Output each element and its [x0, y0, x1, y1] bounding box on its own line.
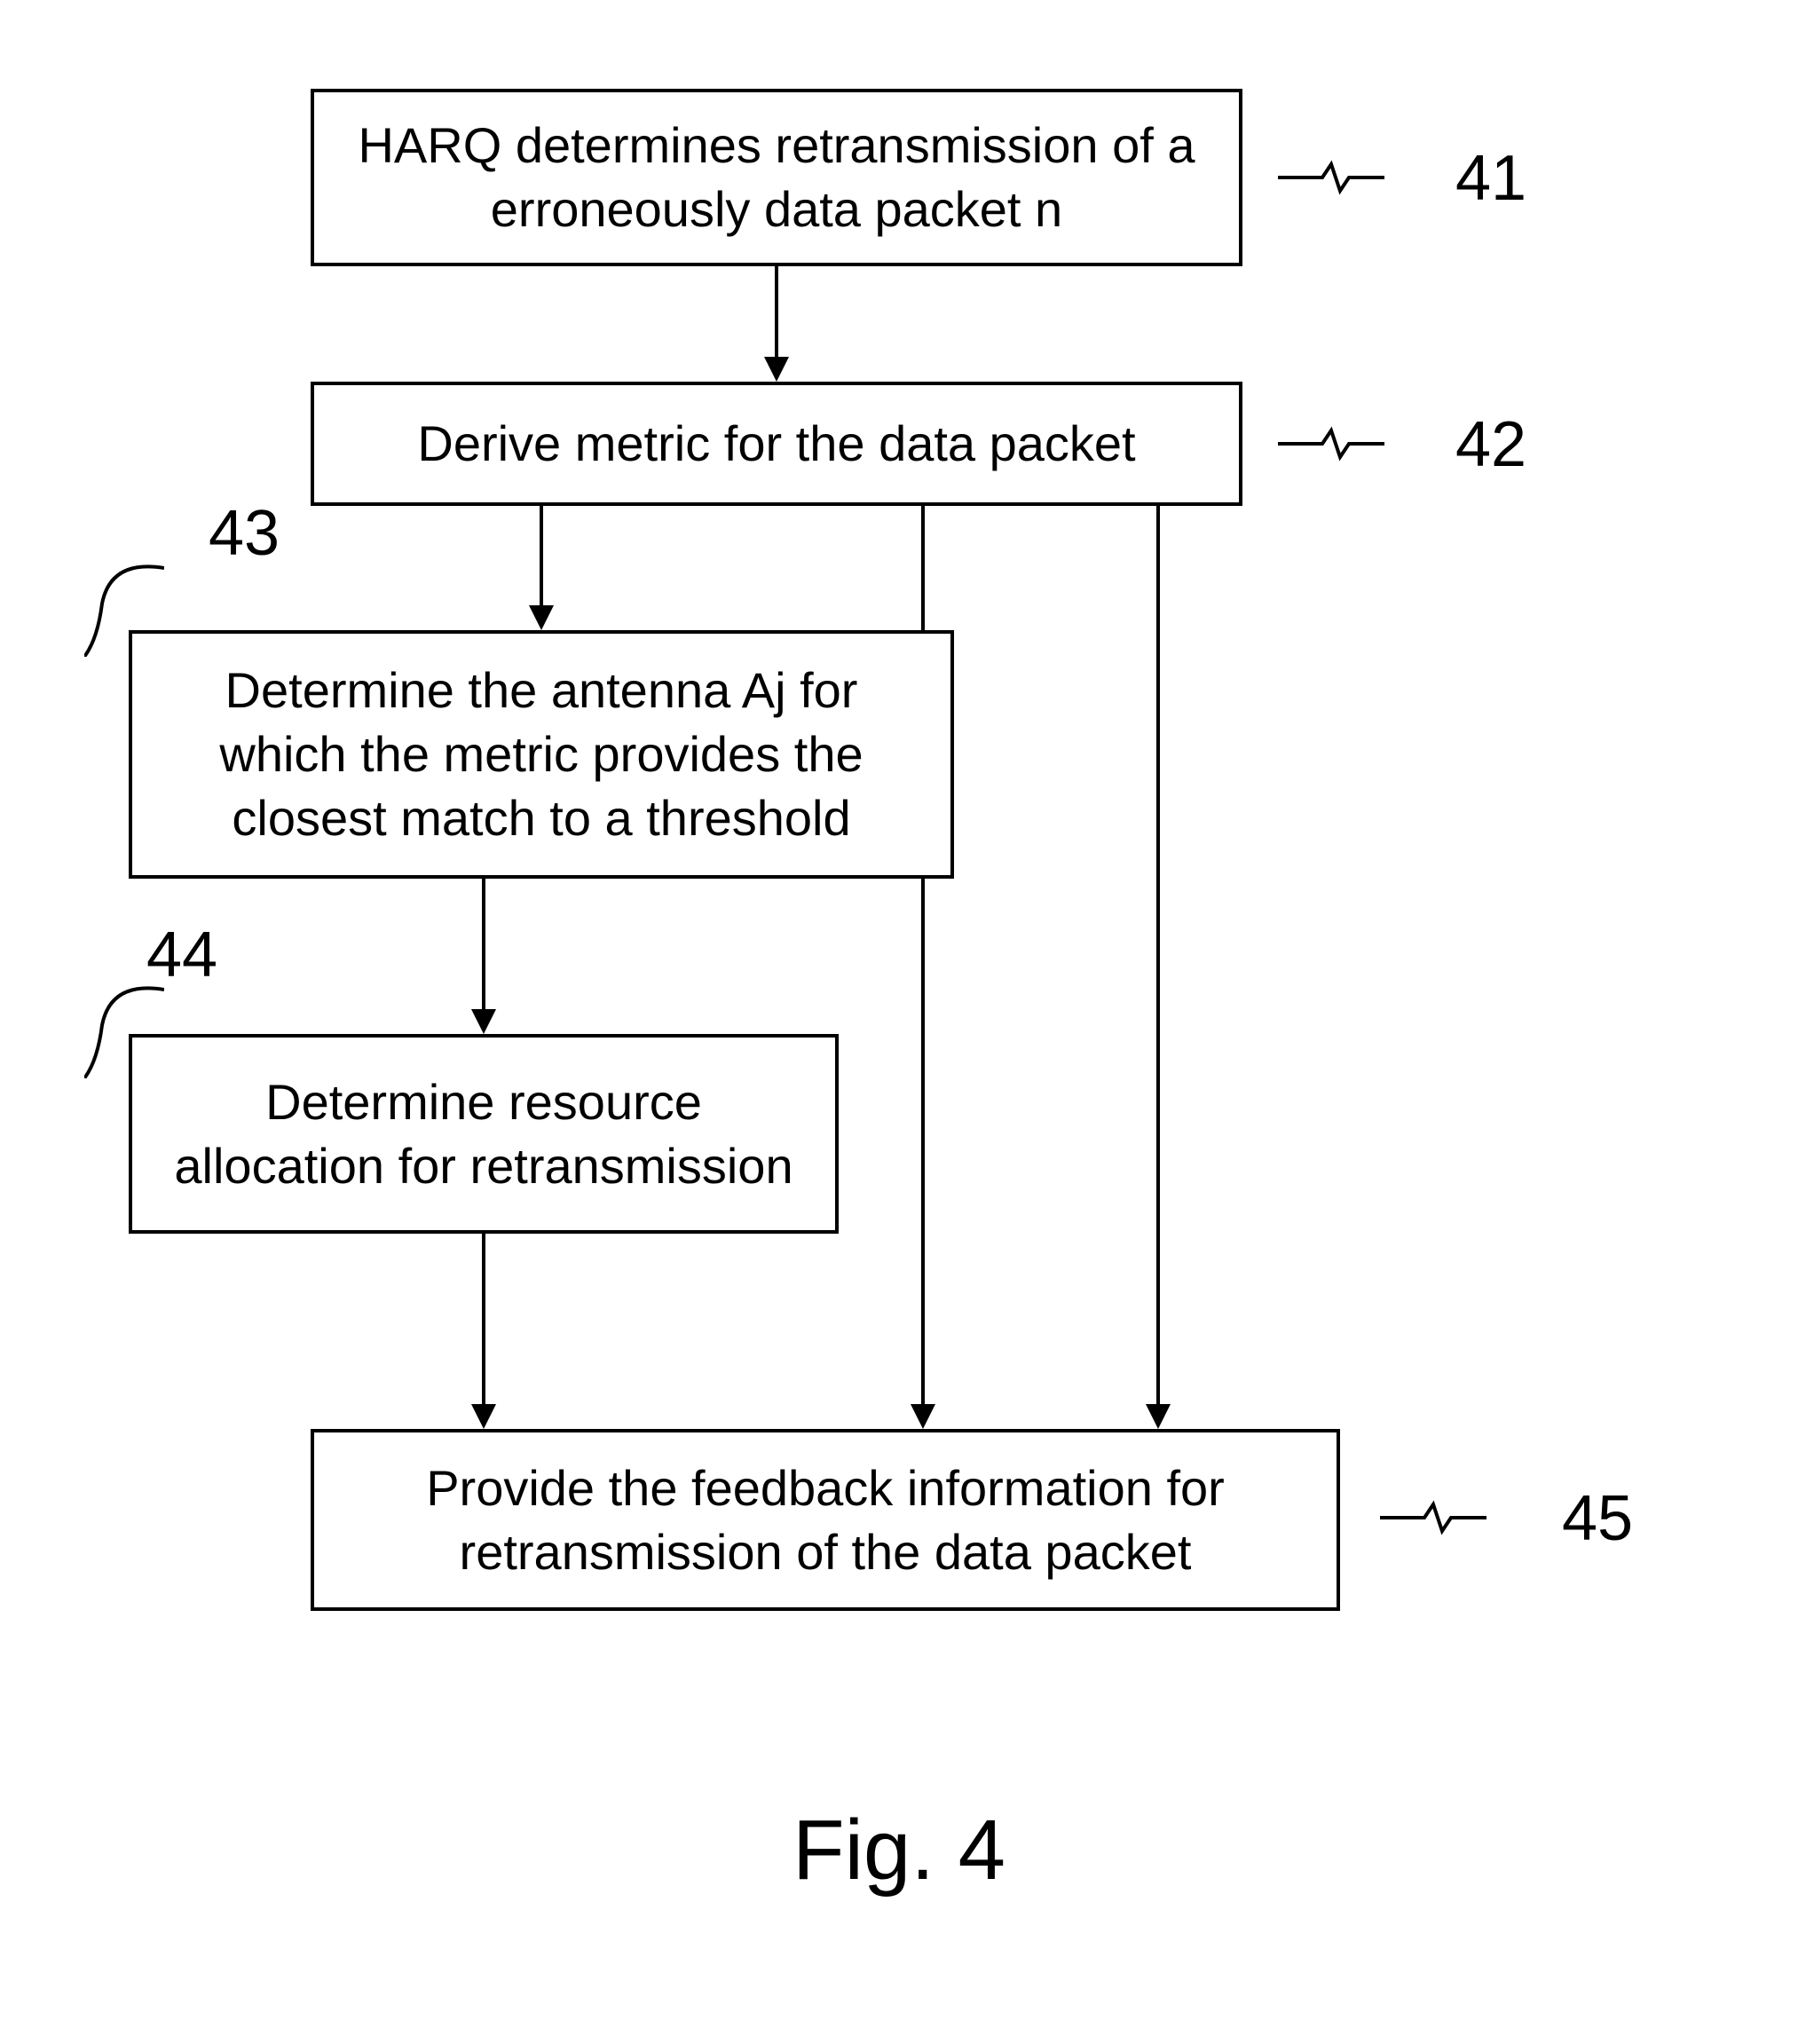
- arrow-44-45: [466, 1234, 501, 1429]
- flow-node-43-text: Determine the antenna Aj for which the m…: [159, 659, 924, 849]
- ref-squiggle-42: [1278, 426, 1384, 462]
- ref-label-43: 43: [209, 497, 280, 570]
- ref-squiggle-41: [1278, 160, 1384, 195]
- ref-label-41: 41: [1455, 142, 1526, 215]
- ref-squiggle-45: [1380, 1500, 1487, 1535]
- flow-node-41: HARQ determines retransmission of a erro…: [311, 89, 1242, 266]
- arrow-43-44: [466, 879, 501, 1034]
- flowchart-canvas: HARQ determines retransmission of a erro…: [0, 0, 1798, 2044]
- arrow-41-42: [759, 266, 794, 382]
- ref-label-45: 45: [1562, 1482, 1633, 1555]
- flow-node-41-text: HARQ determines retransmission of a erro…: [341, 114, 1212, 241]
- flow-node-44: Determine resource allocation for retran…: [129, 1034, 839, 1234]
- figure-caption: Fig. 4: [0, 1802, 1798, 1899]
- flow-node-42-text: Derive metric for the data packet: [417, 412, 1135, 476]
- flow-node-44-text: Determine resource allocation for retran…: [159, 1070, 808, 1197]
- flow-node-45-text: Provide the feedback information for ret…: [341, 1456, 1310, 1583]
- arrow-42-45-outer: [1140, 506, 1176, 1429]
- flow-node-42: Derive metric for the data packet: [311, 382, 1242, 506]
- flow-node-43: Determine the antenna Aj for which the m…: [129, 630, 954, 879]
- arrow-42-43: [524, 506, 559, 630]
- ref-label-42: 42: [1455, 408, 1526, 481]
- flow-node-45: Provide the feedback information for ret…: [311, 1429, 1340, 1611]
- ref-hook-43: [84, 559, 164, 657]
- ref-hook-44: [84, 981, 164, 1078]
